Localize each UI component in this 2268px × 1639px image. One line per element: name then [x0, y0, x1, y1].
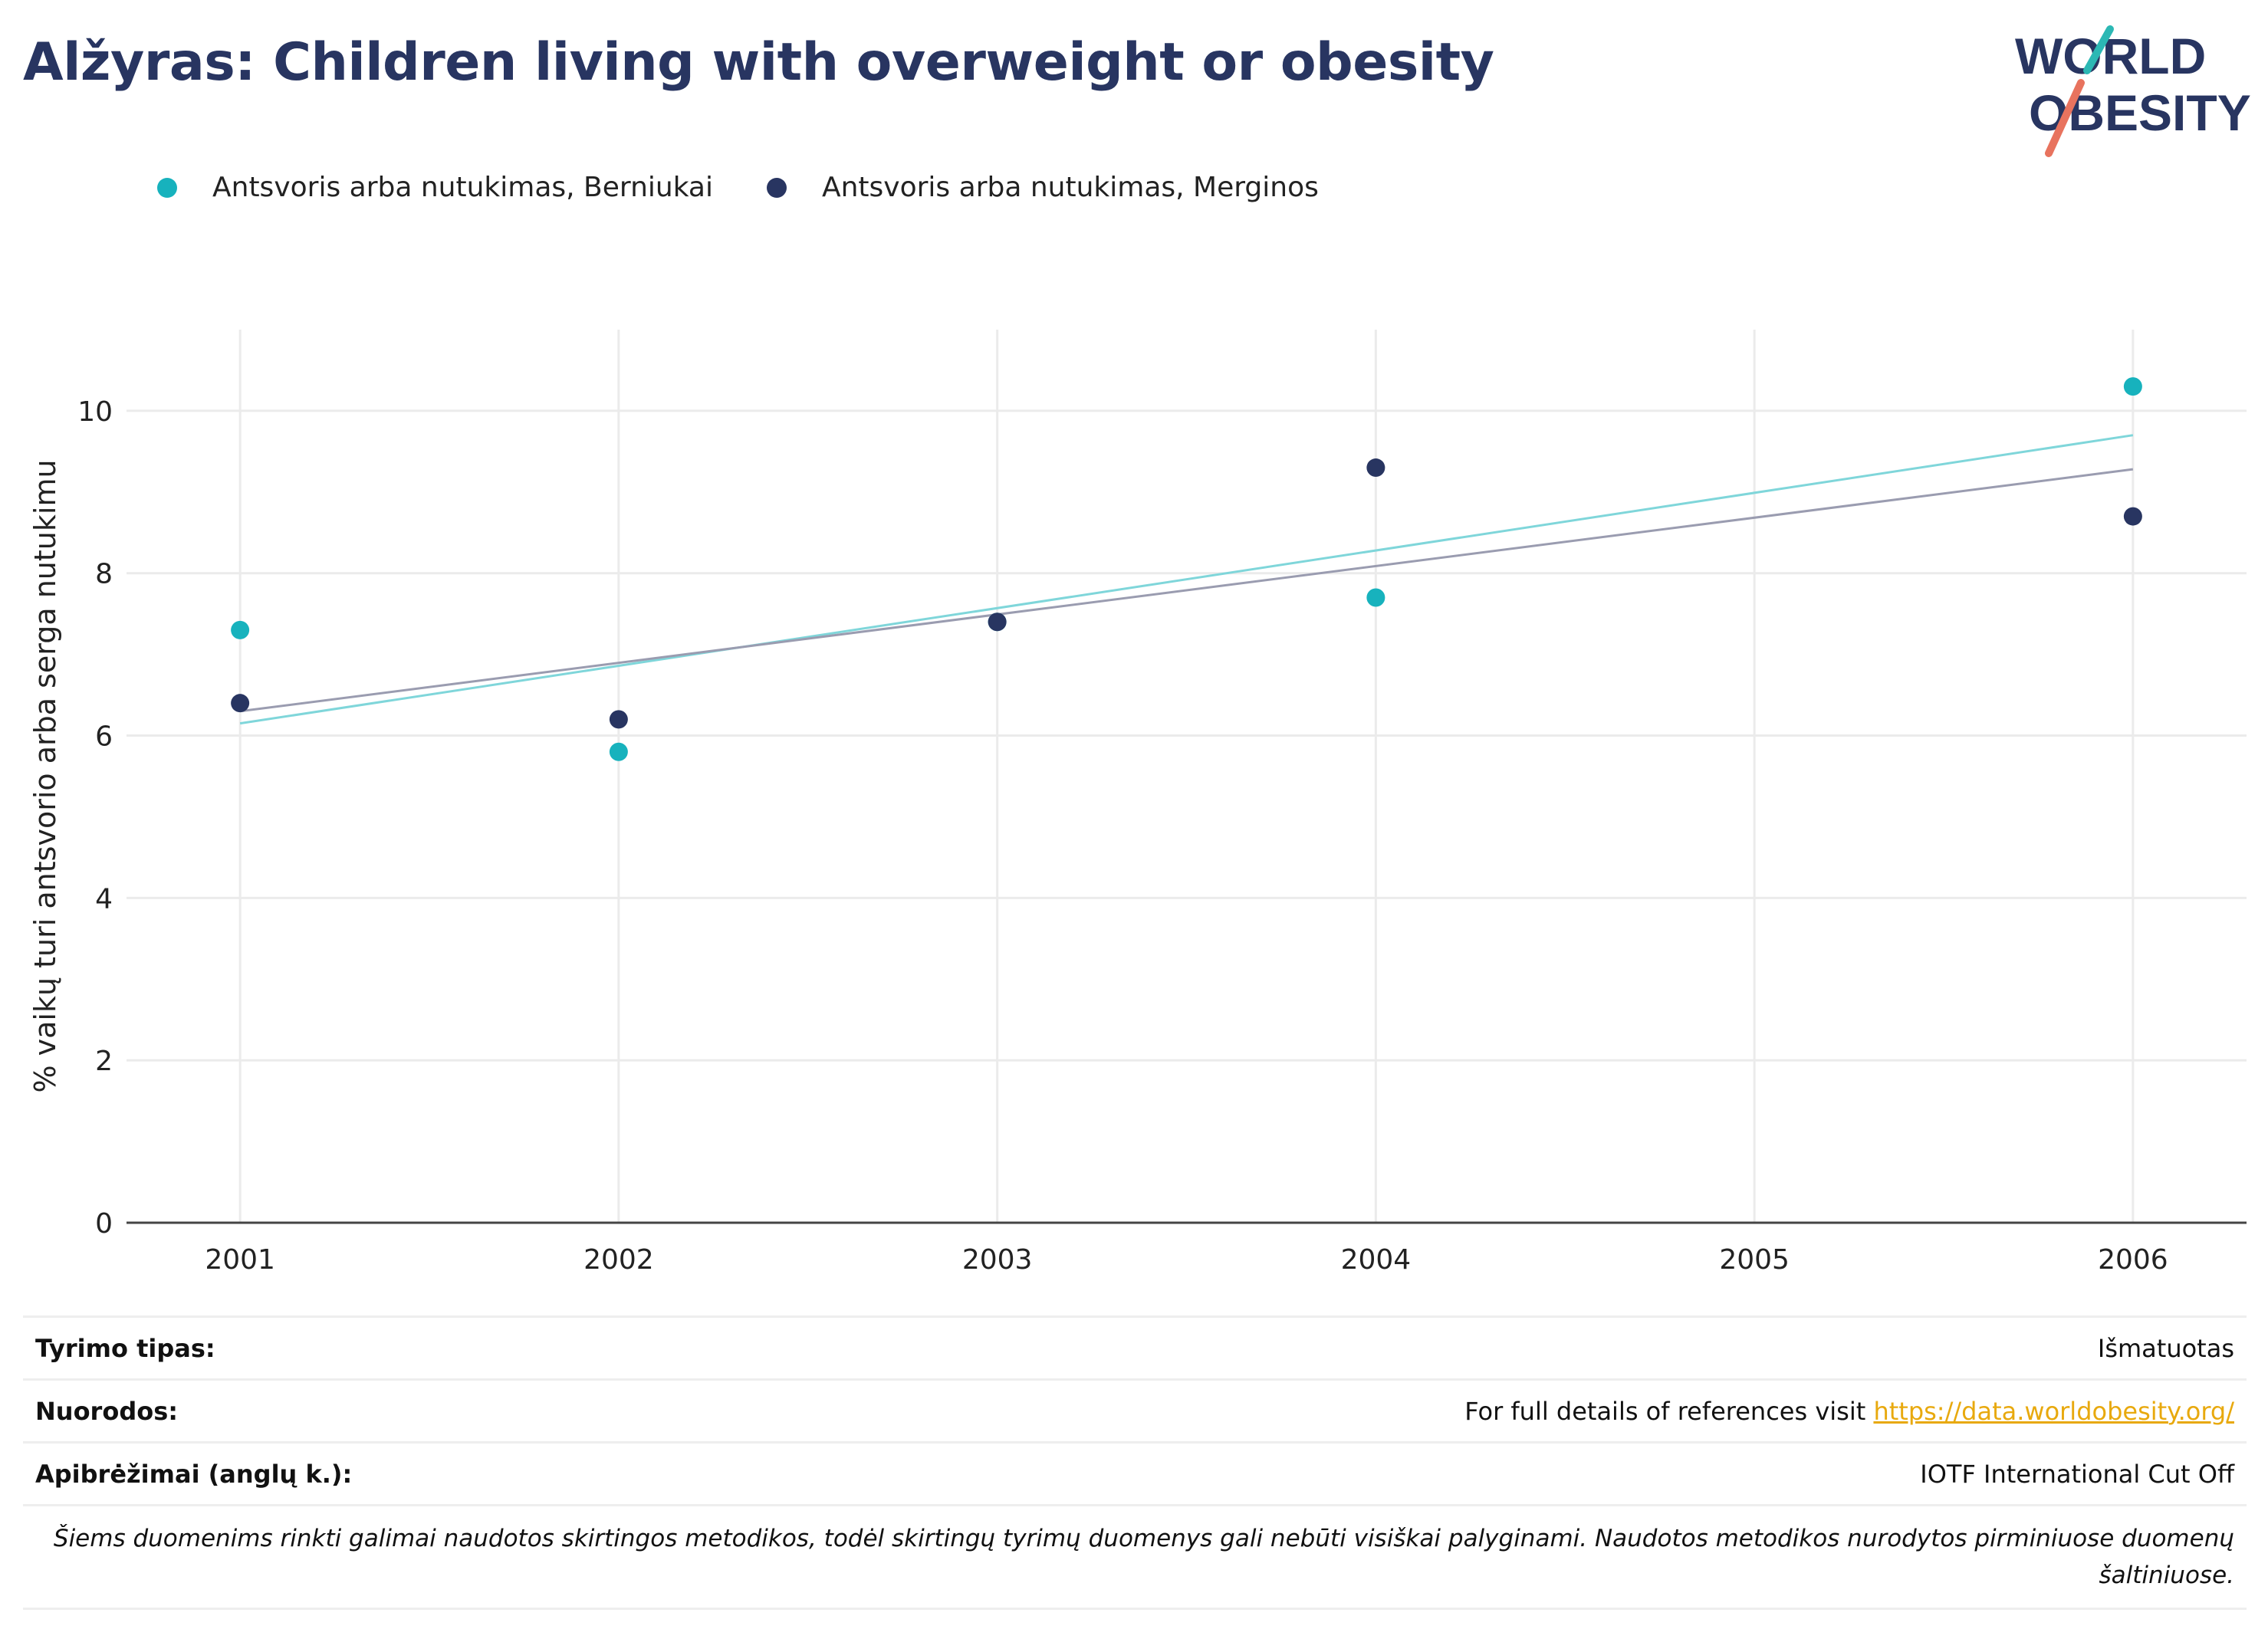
trend-line-girls: [239, 468, 2134, 713]
page-title: Alžyras: Children living with overweight…: [23, 32, 1494, 93]
references-label: Nuorodos:: [35, 1396, 179, 1426]
x-tick-label: 2004: [1341, 1244, 1412, 1276]
x-tick-label: 2005: [1719, 1244, 1790, 1276]
references-link[interactable]: https://data.worldobesity.org/: [1873, 1396, 2234, 1426]
info-row-references: Nuorodos: For full details of references…: [23, 1378, 2247, 1441]
scatter-chart: 0 2 4 6 8 10 2001 2002 2003 2004 2005 2006 % vaikų t…: [28, 330, 2247, 1276]
x-tick-label: 2001: [205, 1244, 275, 1276]
data-point-girls: [1366, 458, 1385, 478]
definitions-value: IOTF International Cut Off: [1920, 1459, 2234, 1489]
chart-legend: Antsvoris arba nutukimas, Berniukai Ants…: [157, 172, 1372, 203]
x-tick-label: 2003: [962, 1244, 1033, 1276]
methodology-note: Šiems duomenims rinkti galimai naudotos …: [23, 1504, 2247, 1610]
y-tick-label: 6: [95, 721, 113, 753]
legend-label-girls: Antsvoris arba nutukimas, Merginos: [821, 172, 1319, 203]
y-axis-label: % vaikų turi antsvorio arba serga nutuki…: [28, 459, 62, 1092]
data-point-girls: [988, 613, 1007, 632]
data-point-girls: [231, 694, 250, 713]
data-point-boys: [609, 742, 628, 761]
legend-marker-girls: [766, 177, 787, 198]
y-tick-label: 2: [95, 1046, 113, 1077]
y-tick-label: 0: [95, 1208, 113, 1240]
data-point-girls: [2123, 507, 2142, 526]
info-row-study-type: Tyrimo tipas: Išmatuotas: [23, 1315, 2247, 1378]
references-value: For full details of references visit htt…: [1464, 1397, 2234, 1426]
data-point-boys: [1366, 588, 1385, 607]
legend-item-boys[interactable]: Antsvoris arba nutukimas, Berniukai: [157, 172, 713, 203]
info-row-definitions: Apibrėžimai (anglų k.): IOTF Internation…: [23, 1441, 2247, 1504]
references-text: For full details of references visit: [1464, 1396, 1874, 1426]
world-obesity-logo: WORLD OBESITY: [2015, 25, 2251, 157]
study-type-value: Išmatuotas: [2097, 1333, 2234, 1363]
trend-line-boys: [239, 434, 2134, 725]
y-tick-label: 10: [77, 396, 113, 428]
study-type-label: Tyrimo tipas:: [35, 1333, 215, 1363]
x-tick-label: 2006: [2098, 1244, 2168, 1276]
legend-label-boys: Antsvoris arba nutukimas, Berniukai: [212, 172, 713, 203]
x-tick-label: 2002: [583, 1244, 654, 1276]
definitions-label: Apibrėžimai (anglų k.):: [35, 1459, 353, 1489]
svg-text:WORLD: WORLD: [2015, 28, 2206, 84]
legend-item-girls[interactable]: Antsvoris arba nutukimas, Merginos: [766, 172, 1319, 203]
data-point-boys: [231, 620, 250, 639]
data-point-girls: [609, 710, 628, 729]
info-table: Tyrimo tipas: Išmatuotas Nuorodos: For f…: [23, 1315, 2247, 1610]
y-tick-label: 4: [95, 883, 113, 915]
y-tick-label: 8: [95, 559, 113, 590]
legend-marker-boys: [157, 177, 177, 198]
data-point-boys: [2123, 377, 2142, 396]
